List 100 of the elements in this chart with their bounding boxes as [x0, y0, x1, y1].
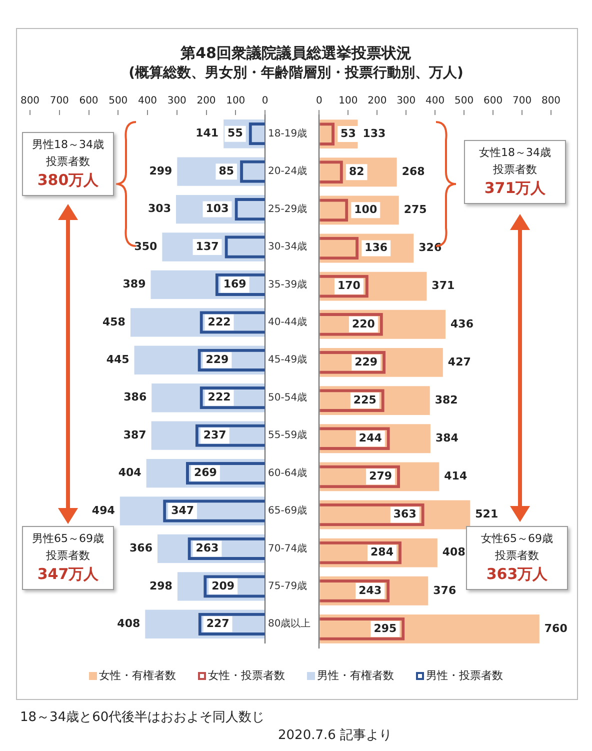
data-label: 229 [206, 353, 229, 366]
annotation: 投票者数 [46, 155, 90, 168]
data-label: 82 [348, 164, 364, 178]
data-label: 445 [106, 353, 130, 366]
x-tick-label: 600 [79, 96, 98, 107]
x-tick-label: 0 [316, 96, 322, 107]
data-label: 408 [442, 546, 466, 559]
data-label: 521 [475, 508, 498, 521]
text: 2020.7.6 記事より [278, 727, 392, 744]
y-tick-label: 18-19歳 [268, 127, 308, 140]
annotation: 380万人 [37, 171, 99, 189]
data-label: 347 [171, 504, 194, 517]
data-label: 170 [337, 279, 361, 292]
y-tick-label: 75-79歳 [268, 580, 308, 592]
x-tick-label: 100 [226, 96, 246, 107]
x-tick-label: 100 [338, 96, 358, 107]
y-tick-label: 45-49歳 [268, 354, 308, 366]
data-label: 55 [228, 126, 243, 140]
data-label: 363 [393, 508, 416, 521]
data-label: 494 [92, 504, 116, 517]
x-tick-label: 400 [138, 96, 158, 107]
y-tick-label: 50-54歳 [268, 391, 308, 404]
x-tick-label: 600 [484, 96, 503, 107]
y-tick-label: 55-59歳 [268, 429, 308, 442]
data-label: 222 [208, 315, 231, 328]
data-label: 303 [148, 202, 171, 216]
data-label: 298 [149, 579, 172, 592]
data-label: 350 [134, 240, 158, 253]
y-tick-label: 30-34歳 [268, 240, 308, 253]
data-label: 295 [374, 622, 397, 635]
annotation: 女性18～34歳 [479, 146, 551, 159]
x-tick-label: 200 [368, 96, 387, 107]
y-tick-label: 60-64歳 [268, 466, 308, 479]
y-tick-label: 80歳以上 [268, 618, 311, 630]
data-label: 427 [448, 355, 471, 368]
text: 18～34歳と60代後半はおおよそ同人数じ [20, 709, 265, 726]
text: 第48回衆議院議員総選挙投票状況 [180, 44, 412, 63]
annotation: 男性18～34歳 [32, 138, 104, 151]
data-label: 404 [118, 466, 142, 480]
data-label: 269 [194, 466, 217, 480]
x-tick-label: 300 [396, 96, 416, 107]
data-label: 458 [102, 315, 126, 328]
data-label: 136 [364, 241, 388, 254]
data-label: 386 [124, 390, 147, 404]
data-label: 382 [434, 393, 458, 406]
data-label: 225 [353, 393, 376, 406]
data-label: 103 [206, 202, 229, 216]
legend-label: 女性・投票者数 [208, 668, 285, 683]
data-label: 389 [122, 278, 146, 291]
x-tick-label: 700 [512, 96, 532, 107]
data-label: 384 [435, 431, 459, 444]
legend-label: 男性・投票者数 [426, 668, 503, 683]
annotation: 男性65～69歳 [32, 532, 104, 545]
data-label: 237 [203, 428, 226, 442]
y-tick-label: 40-44歳 [268, 316, 308, 328]
y-tick-label: 70-74歳 [268, 542, 308, 554]
annotation: 女性65～69歳 [481, 532, 553, 545]
data-label: 436 [450, 317, 474, 330]
x-tick-label: 300 [167, 96, 186, 107]
data-label: 275 [404, 203, 427, 216]
annotation: 371万人 [484, 179, 546, 197]
data-label: 326 [418, 241, 442, 254]
data-label: 263 [196, 542, 219, 555]
y-tick-label: 25-29歳 [268, 202, 308, 215]
x-tick-label: 0 [262, 96, 268, 107]
x-tick-label: 800 [20, 96, 40, 107]
y-tick-label: 20-24歳 [268, 165, 308, 178]
data-label: 227 [206, 617, 230, 630]
annotation: 投票者数 [495, 549, 539, 562]
data-label: 414 [444, 470, 468, 483]
legend-label: 女性・有権者数 [99, 668, 176, 683]
annotation: 347万人 [37, 565, 99, 583]
x-tick-label: 500 [108, 96, 128, 107]
data-label: 133 [362, 126, 386, 140]
data-label: 284 [370, 546, 394, 559]
data-label: 408 [117, 617, 140, 630]
data-label: 141 [196, 126, 219, 140]
data-label: 268 [402, 164, 425, 178]
y-tick-label: 65-69歳 [268, 504, 308, 517]
data-label: 244 [358, 431, 382, 444]
data-label: 243 [358, 584, 382, 597]
text: (概算総数、男女別・年齢階層別・投票行動別、万人) [128, 64, 464, 82]
data-label: 220 [352, 317, 376, 330]
data-label: 229 [354, 355, 378, 368]
data-label: 366 [130, 542, 153, 555]
data-label: 371 [432, 279, 455, 292]
data-label: 222 [208, 390, 231, 404]
x-tick-label: 800 [541, 96, 561, 107]
data-label: 100 [354, 203, 378, 216]
data-label: 760 [544, 622, 568, 635]
y-tick-label: 35-39歳 [268, 278, 308, 290]
data-label: 299 [149, 164, 172, 178]
annotation: 投票者数 [46, 549, 90, 562]
data-label: 387 [123, 428, 146, 442]
data-label: 169 [223, 278, 246, 291]
data-label: 376 [433, 584, 456, 597]
x-tick-label: 400 [426, 96, 445, 107]
data-label: 53 [340, 126, 356, 140]
annotation: 363万人 [486, 565, 548, 583]
x-tick-label: 500 [454, 96, 474, 107]
